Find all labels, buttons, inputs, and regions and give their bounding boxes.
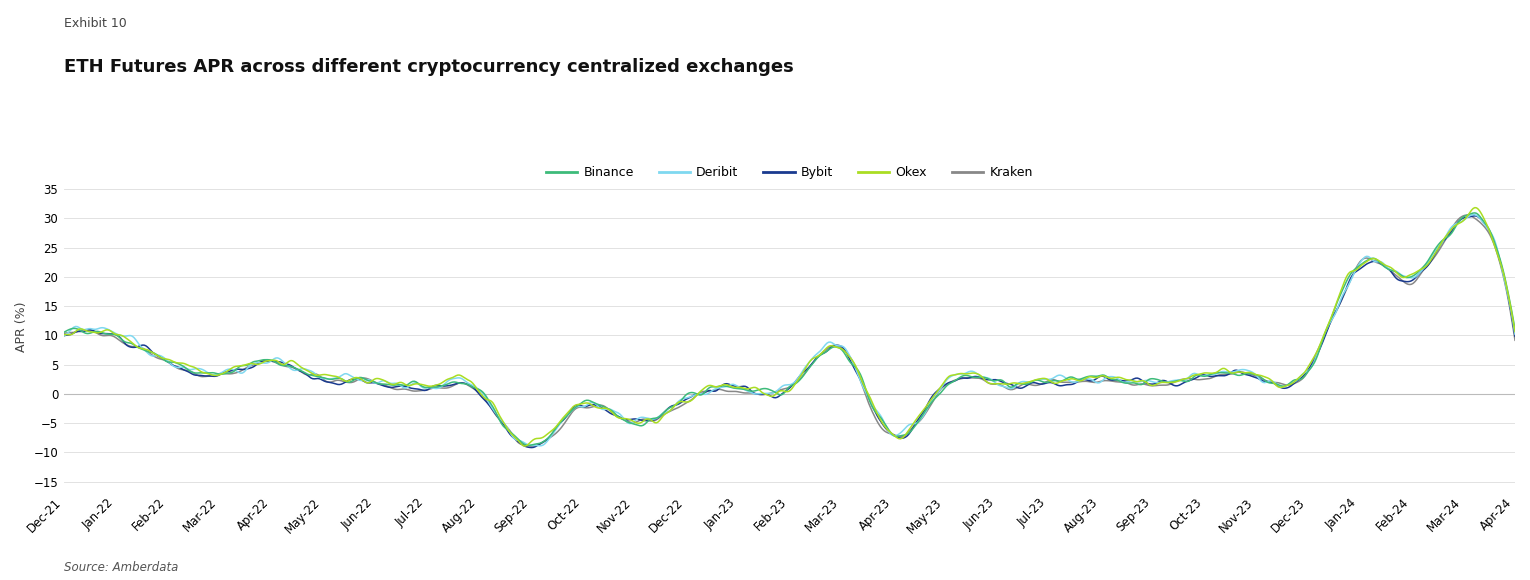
Y-axis label: APR (%): APR (%) <box>15 302 28 352</box>
Legend: Binance, Deribit, Bybit, Okex, Kraken: Binance, Deribit, Bybit, Okex, Kraken <box>546 166 1033 179</box>
Text: Exhibit 10: Exhibit 10 <box>64 17 127 30</box>
Text: Source: Amberdata: Source: Amberdata <box>64 561 177 574</box>
Text: ETH Futures APR across different cryptocurrency centralized exchanges: ETH Futures APR across different cryptoc… <box>64 58 794 76</box>
